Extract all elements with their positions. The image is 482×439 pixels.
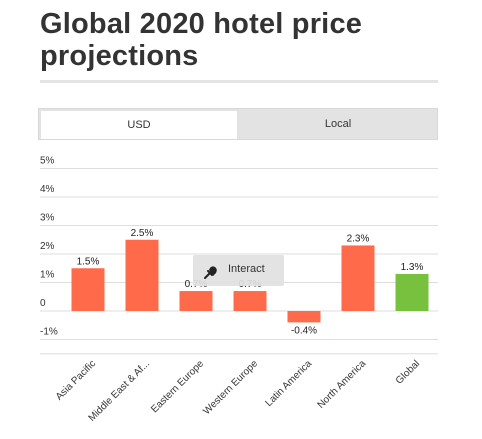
page-title: Global 2020 hotel price projections (40, 8, 363, 72)
data-label: 2.3% (347, 233, 370, 244)
interact-tooltip[interactable]: Interact (193, 255, 284, 286)
tab-usd[interactable]: USD (41, 111, 237, 139)
x-category-label: Middle East & Af... (87, 358, 153, 424)
bar (179, 291, 213, 311)
y-tick-label: 2% (40, 241, 55, 252)
x-category-label: North America (316, 358, 369, 411)
data-label: 2.5% (131, 228, 154, 239)
data-label: 1.5% (77, 256, 100, 267)
y-tick-label: 4% (40, 184, 55, 195)
bar (71, 268, 105, 311)
x-category-label: Western Europe (201, 358, 260, 417)
bar (287, 311, 321, 323)
bar (233, 291, 267, 311)
x-category-label: Latin America (263, 358, 314, 409)
bar (395, 273, 429, 311)
y-tick-label: 3% (40, 213, 55, 224)
y-tick-label: 1% (40, 270, 55, 281)
currency-tabs: USD Local (38, 108, 438, 140)
y-tick-label: 5% (40, 156, 55, 167)
title-divider (40, 80, 438, 83)
hand-pointer-icon (204, 266, 217, 279)
y-tick-label: -1% (40, 327, 58, 338)
bar (341, 245, 375, 311)
data-label: 1.3% (401, 262, 424, 273)
bar (125, 239, 159, 311)
x-category-label: Asia Pacific (54, 358, 98, 402)
tooltip-label: Interact (228, 263, 265, 275)
y-tick-label: 0 (40, 298, 46, 309)
x-category-label: Eastern Europe (149, 358, 206, 415)
tab-local[interactable]: Local (324, 118, 352, 130)
x-category-label: Global (394, 358, 422, 386)
data-label: -0.4% (291, 325, 317, 336)
